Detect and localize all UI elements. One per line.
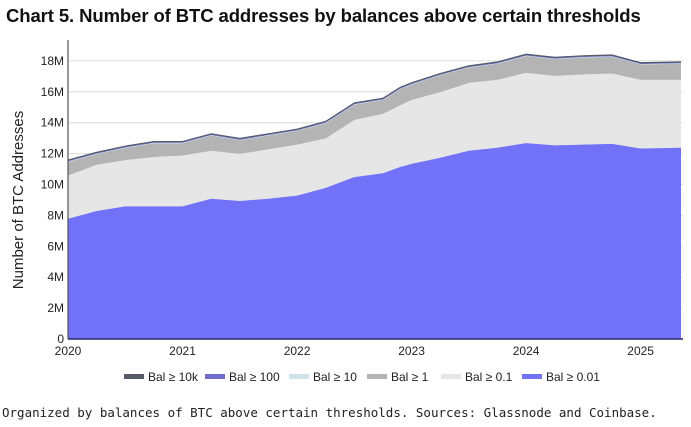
legend-swatch <box>205 374 225 379</box>
legend-label: Bal ≥ 0.1 <box>465 370 513 384</box>
legend-swatch <box>289 374 309 379</box>
legend-label: Bal ≥ 1 <box>391 370 429 384</box>
legend-swatch <box>522 374 542 379</box>
y-tick-label: 14M <box>41 116 64 130</box>
y-tick-label: 12M <box>41 147 64 161</box>
y-tick-label: 16M <box>41 85 64 99</box>
legend-label: Bal ≥ 100 <box>229 370 280 384</box>
legend-label: Bal ≥ 0.01 <box>546 370 600 384</box>
x-tick-label: 2024 <box>513 344 540 358</box>
chart-title: Chart 5. Number of BTC addresses by bala… <box>6 5 641 26</box>
x-tick-label: 2020 <box>55 344 82 358</box>
y-tick-label: 8M <box>47 208 64 222</box>
legend-swatch <box>367 374 387 379</box>
legend-label: Bal ≥ 10 <box>313 370 357 384</box>
x-tick-label: 2022 <box>284 344 311 358</box>
y-tick-label: 6M <box>47 239 64 253</box>
legend: Bal ≥ 10k Bal ≥ 100 Bal ≥ 10 Bal ≥ 1 Bal ≥ 0… <box>124 370 600 384</box>
caption: Organized by balances of BTC above certa… <box>2 405 657 420</box>
x-tick-label: 2025 <box>627 344 654 358</box>
y-axis-label: Number of BTC Addresses <box>10 111 27 289</box>
x-tick-label: 2023 <box>398 344 425 358</box>
legend-item: Bal ≥ 0.01 <box>522 370 600 384</box>
legend-item: Bal ≥ 10k <box>124 370 199 384</box>
axes: 0 2M 4M 6M 8M 10M 12M 14M 16M 18M 2020 2021 2022 2023… <box>41 40 683 358</box>
legend-item: Bal ≥ 10 <box>289 370 357 384</box>
y-tick-label: 10M <box>41 178 64 192</box>
legend-item: Bal ≥ 100 <box>205 370 280 384</box>
legend-swatch <box>441 374 461 379</box>
legend-swatch <box>124 374 144 379</box>
legend-item: Bal ≥ 1 <box>367 370 429 384</box>
y-tick-label: 18M <box>41 54 64 68</box>
legend-label: Bal ≥ 10k <box>148 370 199 384</box>
legend-item: Bal ≥ 0.1 <box>441 370 513 384</box>
y-tick-label: 2M <box>47 301 64 315</box>
x-tick-label: 2021 <box>169 344 196 358</box>
area-bal-10k <box>67 53 682 161</box>
y-tick-label: 4M <box>47 270 64 284</box>
y-tick-label: 0 <box>57 332 64 346</box>
area-layers <box>67 53 682 340</box>
